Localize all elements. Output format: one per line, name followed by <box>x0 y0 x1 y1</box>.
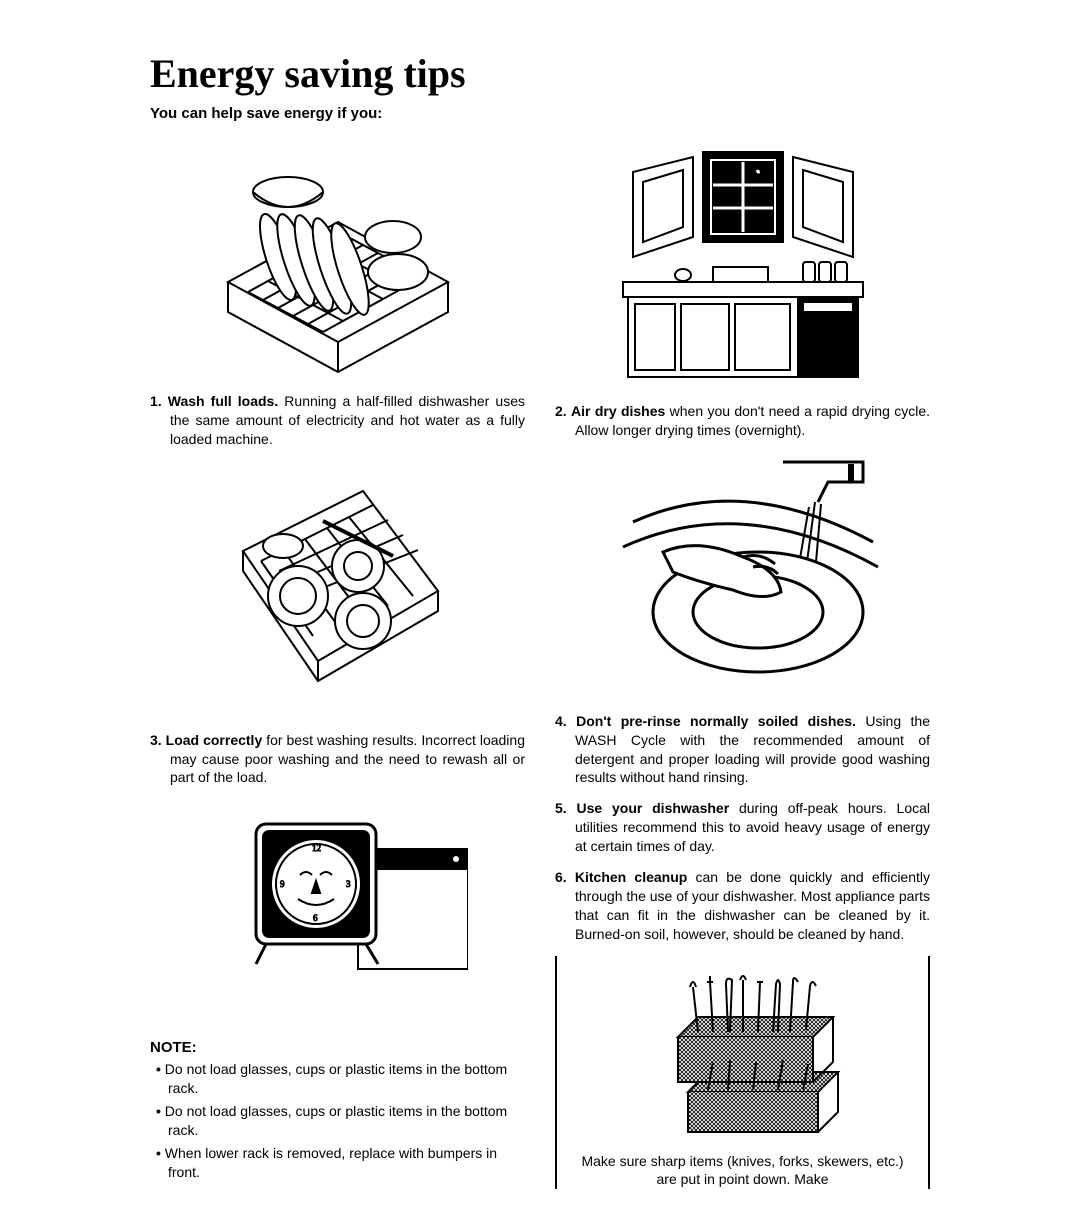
tip-1-num: 1. <box>150 393 162 409</box>
utensil-box: Make sure sharp items (knives, forks, sk… <box>555 956 930 1190</box>
tip-3-lead: Load correctly <box>166 732 263 748</box>
illustration-kitchen <box>555 142 930 392</box>
utensil-caption: Make sure sharp items (knives, forks, sk… <box>565 1152 920 1190</box>
tip-1-lead: Wash full loads. <box>168 393 278 409</box>
illustration-dish-rack <box>150 142 525 382</box>
tip-5-num: 5. <box>555 800 567 816</box>
note-item-1: Do not load glasses, cups or plastic ite… <box>150 1060 525 1098</box>
tip-4: 4. Don't pre-rinse normally soiled dishe… <box>555 712 930 788</box>
content-columns: 1. Wash full loads. Running a half-fille… <box>150 132 930 1189</box>
page-title: Energy saving tips <box>150 50 930 97</box>
note-block: NOTE: Do not load glasses, cups or plast… <box>150 1039 525 1181</box>
tip-2: 2. Air dry dishes when you don't need a … <box>555 402 930 440</box>
tip-3-num: 3. <box>150 732 162 748</box>
tip-2-num: 2. <box>555 403 567 419</box>
tip-6-num: 6. <box>555 869 567 885</box>
note-item-3: When lower rack is removed, replace with… <box>150 1144 525 1182</box>
tip-6-lead: Kitchen cleanup <box>575 869 687 885</box>
left-column: 1. Wash full loads. Running a half-fille… <box>150 132 525 1189</box>
tip-2-lead: Air dry dishes <box>571 403 665 419</box>
svg-text:6: 6 <box>313 913 318 923</box>
tip-6: 6. Kitchen cleanup can be done quickly a… <box>555 868 930 944</box>
tip-4-lead: Don't pre-rinse normally soiled dishes. <box>576 713 856 729</box>
tip-5: 5. Use your dishwasher during off-peak h… <box>555 799 930 856</box>
illustration-rack-top <box>150 461 525 721</box>
right-column: 2. Air dry dishes when you don't need a … <box>555 132 930 1189</box>
page-subtitle: You can help save energy if you: <box>150 105 930 122</box>
svg-text:12: 12 <box>312 843 321 853</box>
note-item-2: Do not load glasses, cups or plastic ite… <box>150 1102 525 1140</box>
tip-1: 1. Wash full loads. Running a half-fille… <box>150 392 525 449</box>
tip-3: 3. Load correctly for best washing resul… <box>150 731 525 788</box>
tip-4-num: 4. <box>555 713 567 729</box>
illustration-utensils <box>565 972 920 1142</box>
illustration-rinse <box>555 452 930 702</box>
tip-5-lead: Use your dishwasher <box>577 800 730 816</box>
note-title: NOTE: <box>150 1039 525 1056</box>
illustration-clock: 12 3 6 9 <box>150 799 525 979</box>
svg-text:9: 9 <box>280 879 285 889</box>
svg-text:3: 3 <box>346 879 351 889</box>
